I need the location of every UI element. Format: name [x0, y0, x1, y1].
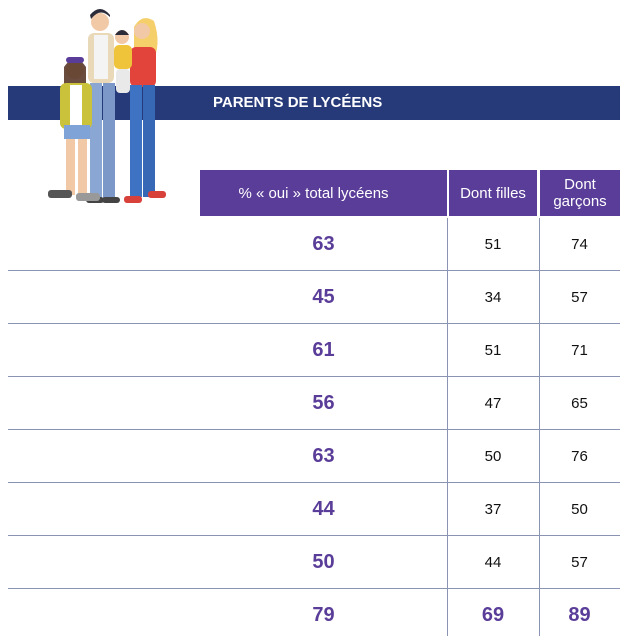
column-divider — [539, 218, 540, 636]
row-divider — [8, 482, 620, 483]
row-divider — [8, 429, 620, 430]
table-cell: 57 — [571, 553, 588, 571]
table-cell: 61 — [312, 338, 335, 361]
table-cell: 74 — [571, 235, 588, 253]
table-cell: 45 — [312, 285, 335, 308]
table-cell: 34 — [484, 288, 502, 306]
table-cell: 63 — [312, 444, 335, 467]
table-cell: 89 — [568, 603, 591, 626]
table-cell: 50 — [484, 447, 502, 465]
table-cell: 65 — [571, 394, 588, 412]
table-cell: 44 — [484, 553, 502, 571]
table-cell: 71 — [571, 341, 588, 359]
banner-title: PARENTS DE LYCÉENS — [213, 94, 383, 111]
row-divider — [8, 535, 620, 536]
table-cell: 79 — [312, 603, 335, 626]
table-cell: 76 — [571, 447, 588, 465]
table-cell: 51 — [484, 235, 502, 253]
table-cell: 47 — [484, 394, 502, 412]
table-cell: 57 — [571, 288, 588, 306]
row-divider — [8, 588, 620, 589]
column-divider — [447, 218, 448, 636]
table-cell: 51 — [484, 341, 502, 359]
column-header: % « oui » total lycéens — [200, 170, 447, 216]
row-divider — [8, 270, 620, 271]
column-header: Dont garçons — [540, 170, 620, 216]
table-cell: 37 — [484, 500, 502, 518]
table-cell: 56 — [312, 391, 335, 414]
row-divider — [8, 376, 620, 377]
table-cell: 44 — [312, 497, 335, 520]
table-cell: 63 — [312, 232, 335, 255]
table-cell: 50 — [571, 500, 588, 518]
column-header: Dont filles — [449, 170, 537, 216]
row-divider — [8, 323, 620, 324]
family-illustration — [48, 9, 166, 203]
table-cell: 69 — [481, 603, 505, 626]
table-cell: 50 — [312, 550, 335, 573]
